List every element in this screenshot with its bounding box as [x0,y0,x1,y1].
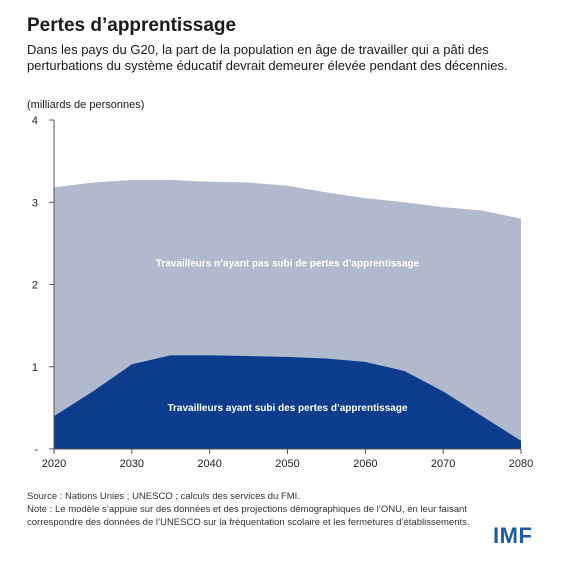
note-text: Note : Le modèle s’appuie sur des donnée… [27,504,470,528]
x-tick-label: 2080 [509,458,533,470]
chart-subtitle: Dans les pays du G20, la part de la popu… [27,42,508,73]
series-label-affected: Travailleurs ayant subi des pertes d’app… [167,403,408,414]
x-tick-label: 2030 [120,458,144,470]
x-tick-label: 2070 [431,458,455,470]
x-tick-label: 2040 [197,458,221,470]
x-tick-label: 2050 [275,458,299,470]
y-tick-label: 3 [32,197,38,209]
area-chart: 2020 2030 2040 2050 2060 2070 2080 - 1 2 3 4 Travai… [32,115,533,470]
y-tick-label: 1 [32,362,38,374]
y-tick-label: 4 [32,115,38,127]
chart-title: Pertes d’apprentissage [27,15,237,36]
y-tick-label: - [34,444,38,456]
source-text: Source : Nations Unies ; UNESCO ; calcul… [27,491,300,502]
imf-logo: IMF [493,523,533,548]
x-tick-label: 2020 [42,458,66,470]
unit-label: (milliards de personnes) [27,99,145,111]
area-affected [54,355,521,449]
x-tick-label: 2060 [353,458,377,470]
y-tick-label: 2 [32,280,38,292]
area-not-affected [54,180,521,441]
source-notes: Source : Nations Unies ; UNESCO ; calcul… [27,490,487,529]
series-label-not-affected: Travailleurs n’ayant pas subi de pertes … [156,258,420,269]
